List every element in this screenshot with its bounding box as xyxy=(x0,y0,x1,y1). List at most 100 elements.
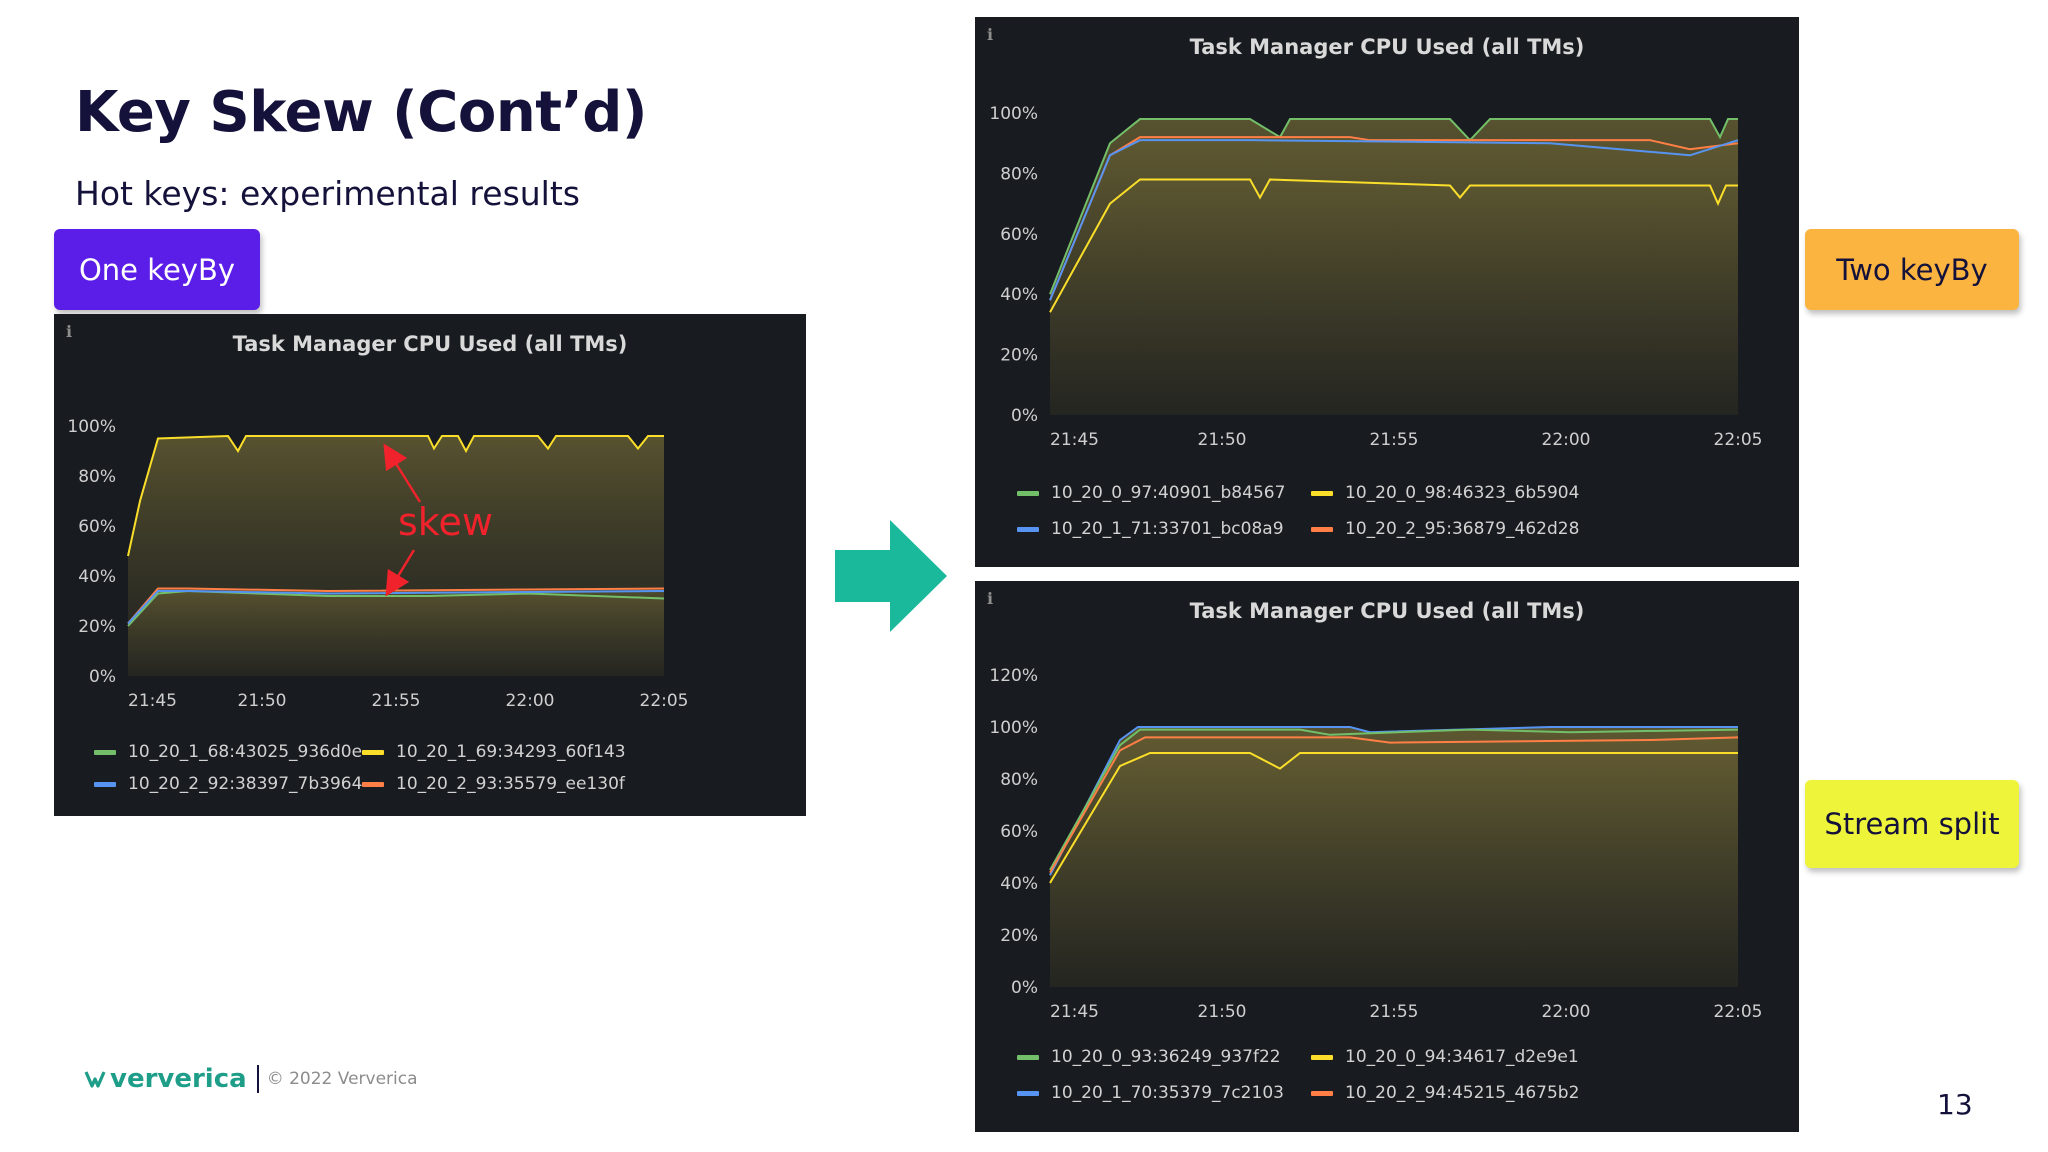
info-icon: i xyxy=(987,25,994,44)
legend-label: 10_20_1_68:43025_936d0e xyxy=(128,742,363,762)
skew-label: skew xyxy=(398,500,493,544)
x-tick-label: 21:55 xyxy=(1370,430,1419,450)
legend: 10_20_0_93:36249_937f22 10_20_0_94:34617… xyxy=(1017,1047,1787,1117)
cpu-chart-one-keyby: i Task Manager CPU Used (all TMs) 100% 80… xyxy=(54,314,806,816)
y-tick-label: 20% xyxy=(1000,926,1038,946)
tag-stream-split: Stream split xyxy=(1805,780,2019,868)
x-tick-label: 21:55 xyxy=(1370,1002,1419,1022)
skew-arrow-down xyxy=(385,549,416,597)
legend-label: 10_20_1_70:35379_7c2103 xyxy=(1051,1083,1284,1103)
y-tick-label: 0% xyxy=(89,667,116,687)
series-area xyxy=(1050,753,1738,987)
legend-swatch xyxy=(1017,1090,1039,1096)
y-tick-label: 100% xyxy=(989,104,1038,124)
legend-swatch xyxy=(1311,526,1333,532)
series-line xyxy=(1049,752,1738,884)
legend-item: 10_20_2_95:36879_462d28 xyxy=(1311,519,1579,539)
series-area xyxy=(1050,179,1738,415)
legend-label: 10_20_0_93:36249_937f22 xyxy=(1051,1047,1281,1067)
y-tick-label: 100% xyxy=(67,417,116,437)
x-tick-label: 22:00 xyxy=(506,691,555,711)
legend-swatch xyxy=(94,749,116,755)
legend-item: 10_20_1_68:43025_936d0e xyxy=(94,742,362,762)
info-icon: i xyxy=(66,322,73,341)
series-line xyxy=(1049,139,1739,301)
y-tick-label: 40% xyxy=(78,567,116,587)
x-tick-label: 22:05 xyxy=(1714,430,1763,450)
series-line xyxy=(127,434,664,557)
y-tick-label: 100% xyxy=(989,718,1038,738)
legend-label: 10_20_0_97:40901_b84567 xyxy=(1051,483,1286,503)
x-tick-label: 22:05 xyxy=(1714,1002,1763,1022)
legend-item: 10_20_0_93:36249_937f22 xyxy=(1017,1047,1281,1067)
series-line xyxy=(1049,736,1739,874)
panel-title: Task Manager CPU Used (all TMs) xyxy=(232,332,628,356)
x-tick-label: 22:05 xyxy=(640,691,689,711)
legend-label: 10_20_1_71:33701_bc08a9 xyxy=(1051,519,1284,539)
series-line xyxy=(1049,178,1738,313)
legend-label: 10_20_2_94:45215_4675b2 xyxy=(1345,1083,1580,1103)
y-tick-label: 40% xyxy=(1000,285,1038,305)
y-tick-label: 40% xyxy=(1000,874,1038,894)
series-area xyxy=(128,591,664,676)
legend-swatch xyxy=(1311,1054,1333,1060)
skew-arrow-up xyxy=(383,443,422,503)
panel-title: Task Manager CPU Used (all TMs) xyxy=(1189,599,1585,623)
legend-label: 10_20_0_94:34617_d2e9e1 xyxy=(1345,1047,1579,1067)
legend-item: 10_20_2_93:35579_ee130f xyxy=(362,774,625,794)
y-tick-label: 20% xyxy=(78,617,116,637)
legend-item: 10_20_0_97:40901_b84567 xyxy=(1017,483,1285,503)
x-tick-label: 21:45 xyxy=(128,691,177,711)
y-tick-label: 60% xyxy=(1000,225,1038,245)
legend-swatch xyxy=(1017,1054,1039,1060)
series-line xyxy=(1049,728,1739,871)
footer-divider xyxy=(256,1065,259,1093)
slide-subtitle: Hot keys: experimental results xyxy=(75,174,580,213)
skew-arrows xyxy=(383,443,422,597)
y-tick-label: 80% xyxy=(1000,164,1038,184)
cpu-chart-svg: 120% 100% 80% 60% 40% 20% 0% 21:45 21:50 21:55 22:… xyxy=(989,666,1763,1022)
tag-one-keyby: One keyBy xyxy=(54,229,260,310)
x-tick-label: 21:45 xyxy=(1050,1002,1099,1022)
x-tick-label: 22:00 xyxy=(1542,430,1591,450)
legend-swatch xyxy=(1311,490,1333,496)
y-tick-label: 80% xyxy=(1000,770,1038,790)
legend: 10_20_0_97:40901_b84567 10_20_0_98:46323… xyxy=(1017,483,1787,553)
legend-label: 10_20_2_95:36879_462d28 xyxy=(1345,519,1580,539)
x-tick-label: 21:50 xyxy=(1198,430,1247,450)
cpu-chart-svg: 100% 80% 60% 40% 20% 0% 21:45 21:50 21:55 22:00 22… xyxy=(989,104,1763,450)
y-tick-label: 60% xyxy=(78,517,116,537)
legend-label: 10_20_2_93:35579_ee130f xyxy=(396,774,625,794)
series-line xyxy=(127,589,665,627)
y-tick-label: 0% xyxy=(1011,406,1038,426)
brand-name: ververica xyxy=(110,1064,247,1094)
series-line xyxy=(127,590,665,625)
series-line xyxy=(127,587,665,625)
legend-swatch xyxy=(362,781,384,787)
legend-item: 10_20_2_94:45215_4675b2 xyxy=(1311,1083,1579,1103)
y-tick-label: 120% xyxy=(989,666,1038,686)
series-line xyxy=(1049,118,1738,295)
legend-item: 10_20_1_71:33701_bc08a9 xyxy=(1017,519,1284,539)
legend-swatch xyxy=(1311,1090,1333,1096)
y-tick-label: 80% xyxy=(78,467,116,487)
legend-swatch xyxy=(362,749,384,755)
legend-item: 10_20_0_94:34617_d2e9e1 xyxy=(1311,1047,1579,1067)
footer: ververica © 2022 Ververica xyxy=(84,1064,418,1094)
legend-label: 10_20_0_98:46323_6b5904 xyxy=(1345,483,1580,503)
x-tick-label: 21:45 xyxy=(1050,430,1099,450)
x-tick-label: 21:50 xyxy=(238,691,287,711)
panel-title: Task Manager CPU Used (all TMs) xyxy=(1189,35,1585,59)
right-arrow-icon xyxy=(835,520,947,632)
y-tick-label: 20% xyxy=(1000,346,1038,366)
legend-swatch xyxy=(94,781,116,787)
y-tick-label: 60% xyxy=(1000,822,1038,842)
legend-label: 10_20_2_92:38397_7b3964 xyxy=(128,774,363,794)
ververica-logo-icon xyxy=(84,1071,106,1088)
x-tick-label: 21:50 xyxy=(1198,1002,1247,1022)
copyright: © 2022 Ververica xyxy=(266,1069,418,1089)
slide-title: Key Skew (Cont’d) xyxy=(75,80,647,145)
cpu-chart-svg: 100% 80% 60% 40% 20% 0% 21:45 21:50 21:55 22:00 22… xyxy=(67,417,689,711)
info-icon: i xyxy=(987,589,994,608)
legend-item: 10_20_0_98:46323_6b5904 xyxy=(1311,483,1579,503)
